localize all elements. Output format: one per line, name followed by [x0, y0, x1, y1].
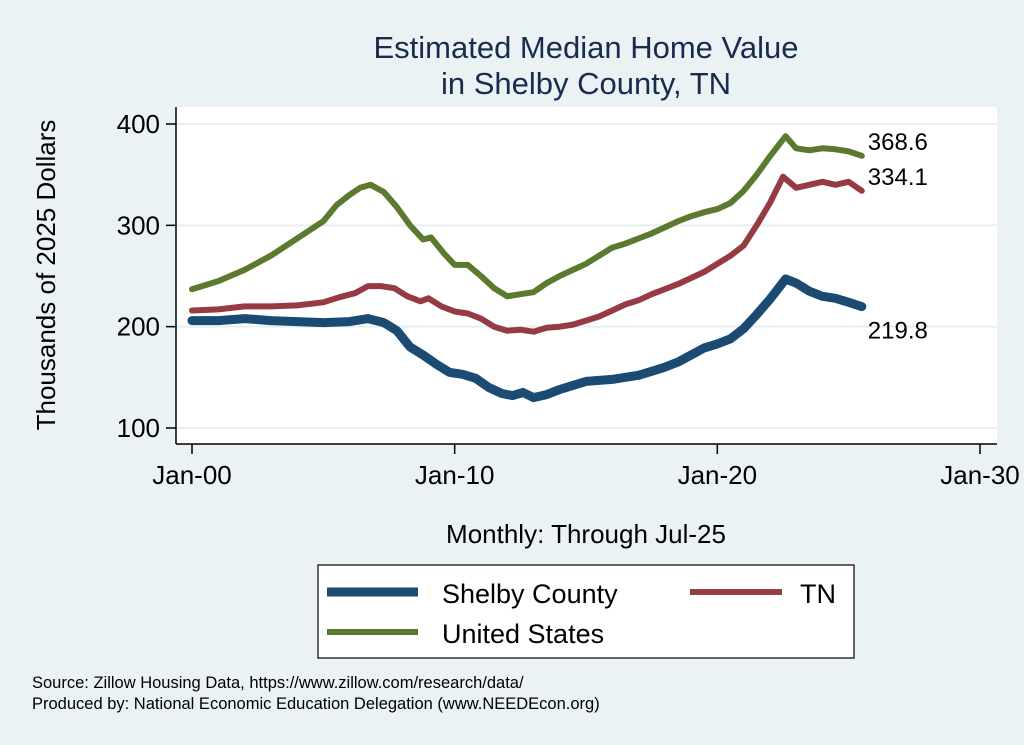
- x-tick-label: Jan-00: [152, 460, 232, 490]
- x-tick-label: Jan-20: [678, 460, 758, 490]
- y-axis-title: Thousands of 2025 Dollars: [31, 120, 61, 431]
- x-tick-label: Jan-10: [415, 460, 495, 490]
- end-label-tn: 334.1: [868, 164, 928, 191]
- series-line-shelby-county: [187, 274, 867, 403]
- y-tick-label: 400: [117, 109, 160, 139]
- chart-title-line-2: in Shelby County, TN: [441, 66, 731, 101]
- y-tick-label: 200: [117, 312, 160, 342]
- end-labels: 219.8 334.1 368.6: [868, 129, 928, 345]
- series-line-tn: [189, 173, 865, 335]
- x-axis-title: Monthly: Through Jul-25: [446, 519, 726, 549]
- legend-label-tn: TN: [800, 579, 836, 609]
- x-ticks: Jan-00 Jan-10 Jan-20 Jan-30: [152, 444, 1020, 490]
- plot-area: [176, 107, 997, 444]
- legend-label-shelby-county: Shelby County: [442, 579, 618, 609]
- y-ticks: 100 200 300 400: [117, 109, 176, 443]
- end-label-united-states: 368.6: [868, 129, 928, 156]
- series-line-united-states: [189, 133, 865, 300]
- producer-note: Produced by: National Economic Education…: [32, 695, 600, 713]
- x-tick-label: Jan-30: [940, 460, 1020, 490]
- chart-title-line-1: Estimated Median Home Value: [373, 30, 798, 65]
- series-lines: [187, 133, 867, 403]
- legend: Shelby County TN United States: [317, 564, 855, 659]
- y-tick-label: 300: [117, 210, 160, 240]
- y-tick-label: 100: [117, 413, 160, 443]
- legend-box: [317, 564, 855, 659]
- end-label-shelby-county: 219.8: [868, 318, 928, 345]
- source-note: Source: Zillow Housing Data, https://www…: [32, 674, 524, 692]
- legend-label-united-states: United States: [442, 619, 604, 649]
